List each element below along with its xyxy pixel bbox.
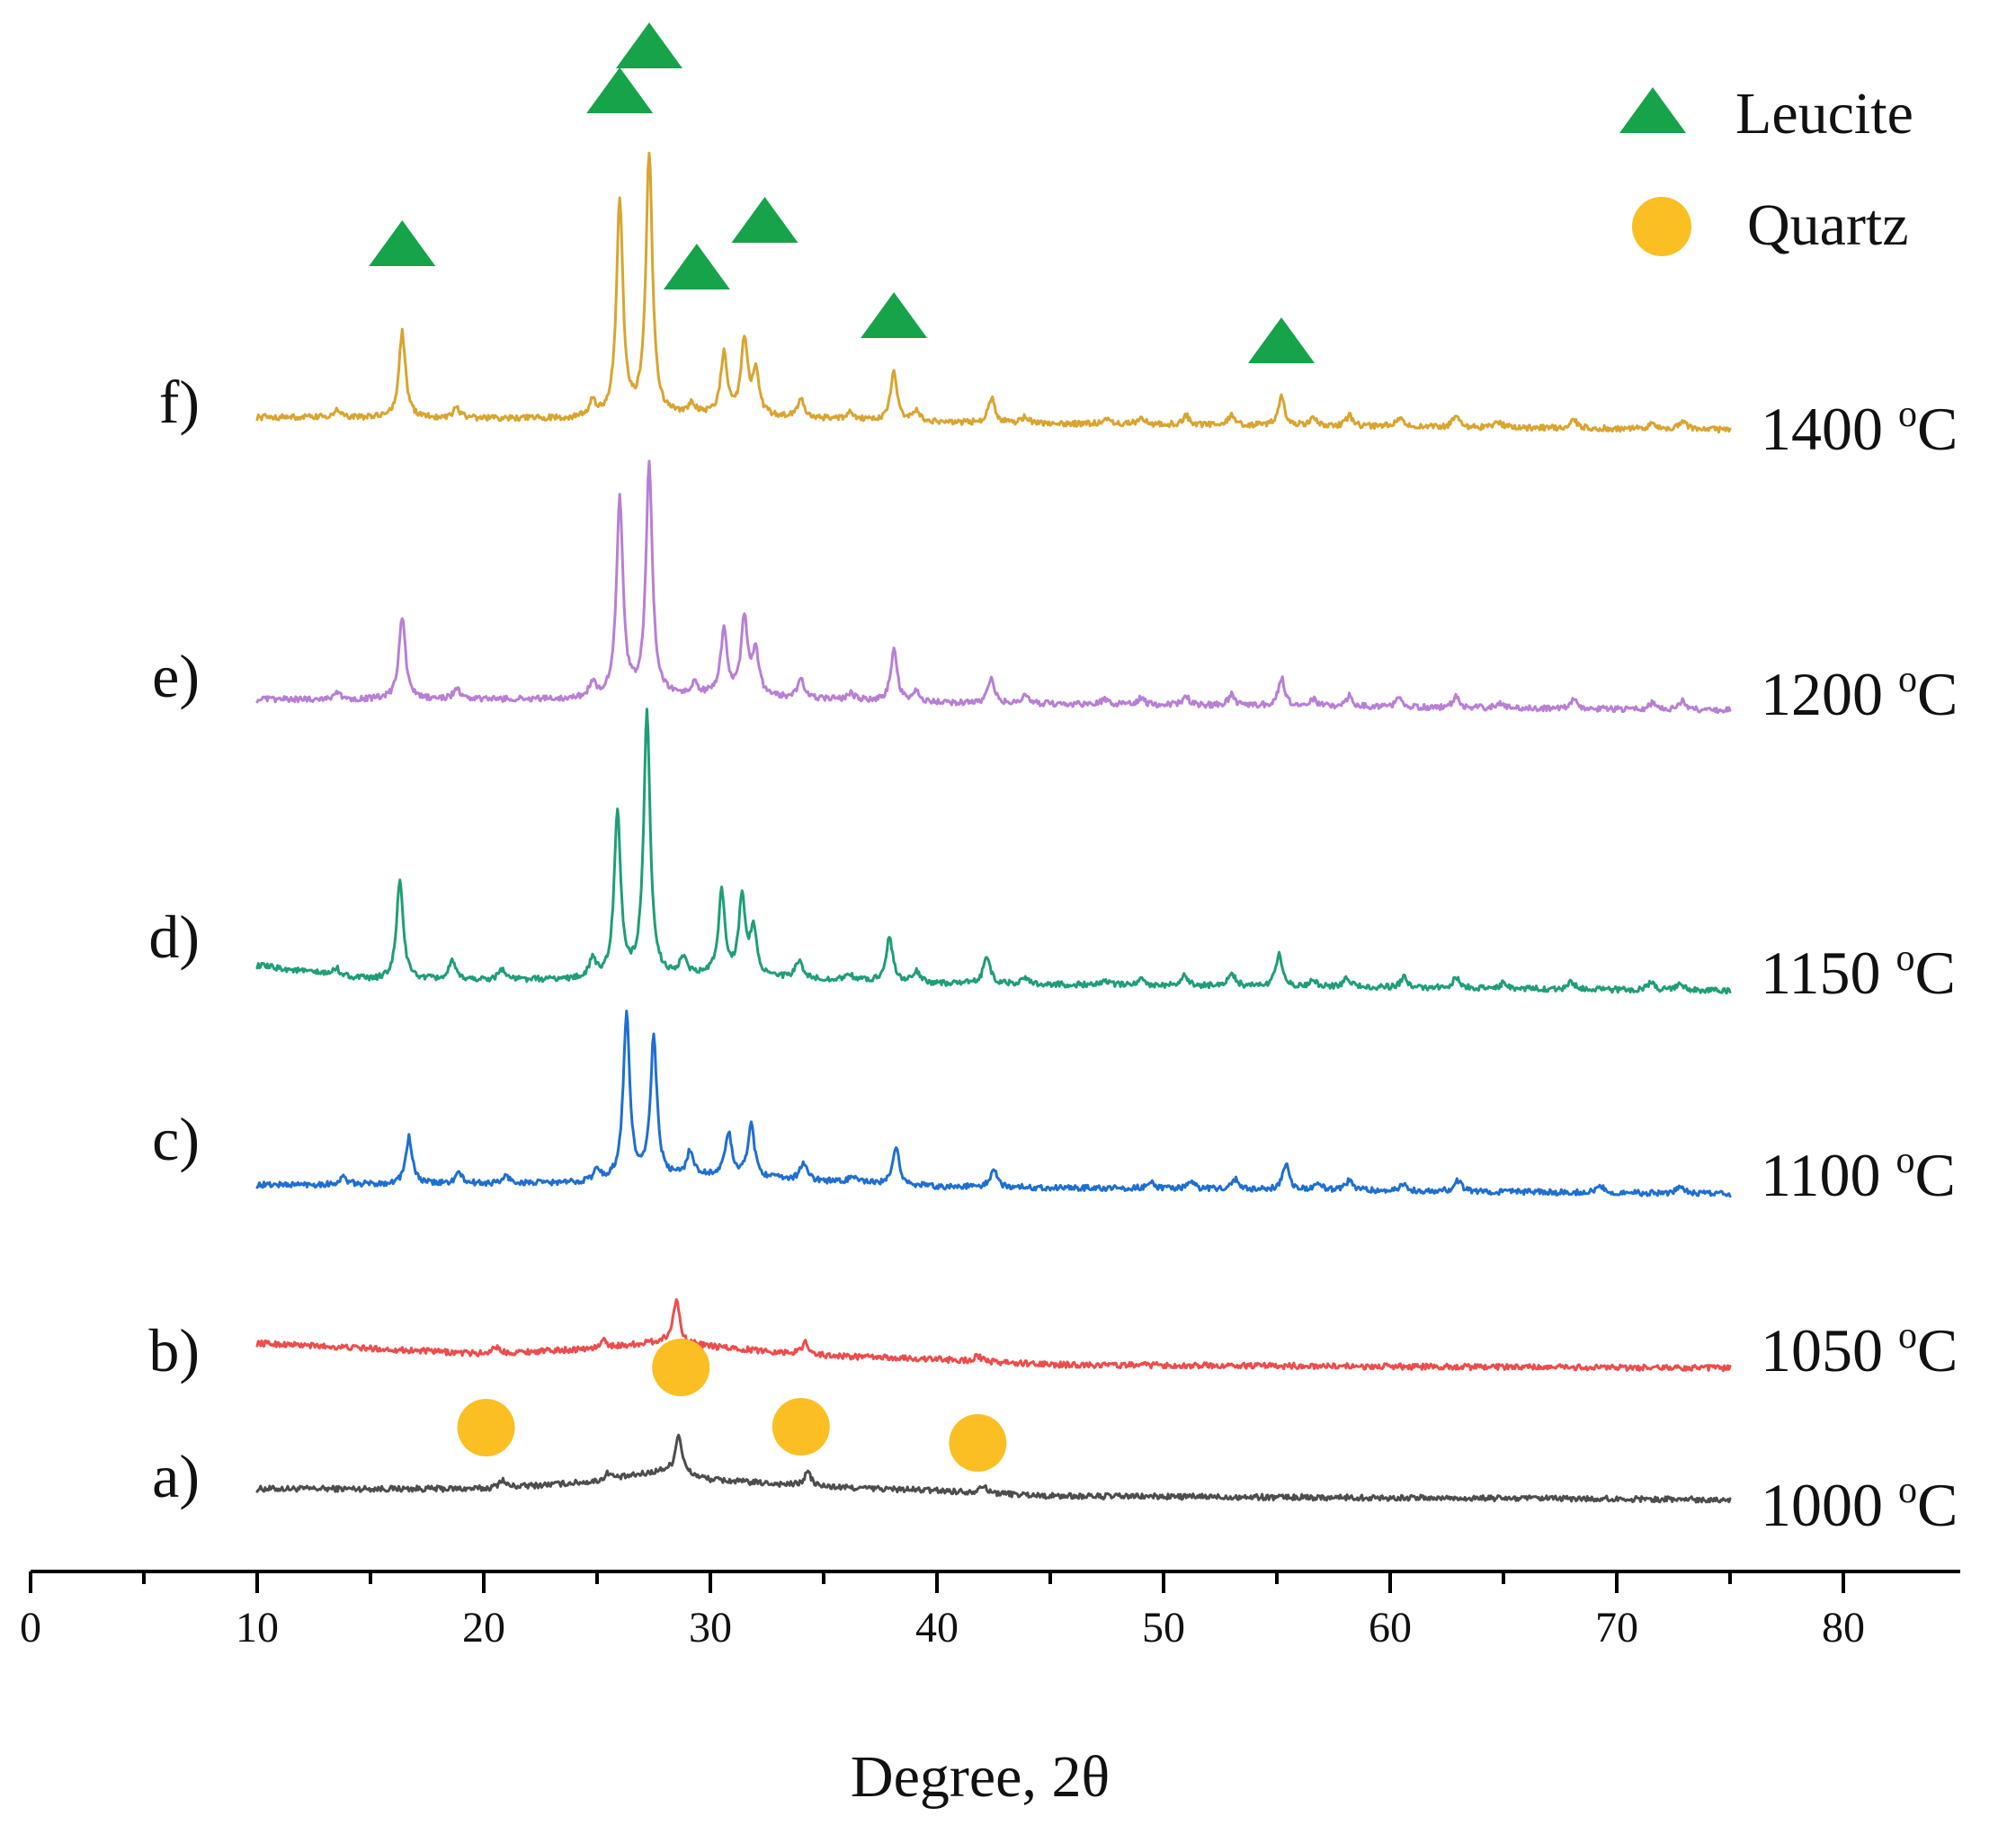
series-label-a: a): [152, 1442, 200, 1510]
x-tick-label: 20: [462, 1604, 505, 1651]
series-label-e: e): [152, 642, 200, 710]
series-labels: a) 1000 oC b) 1050 oC c) 1100 oC d) 1150 oC e) 12…: [148, 368, 1958, 1539]
legend-leucite-marker: [1619, 87, 1686, 133]
temperature-label-b: 1050 oC: [1761, 1315, 1958, 1384]
legend: Leucite Quartz: [1619, 81, 1913, 258]
leucite-marker: [731, 197, 798, 243]
temperature-label-d: 1150 oC: [1761, 938, 1956, 1007]
x-tick-label: 50: [1142, 1604, 1185, 1651]
x-axis: 0 10 20 30 40 50 60 70 80 Degree, 2θ: [20, 1570, 1960, 1810]
leucite-marker: [663, 244, 730, 289]
leucite-marker: [586, 67, 654, 113]
temperature-label-f: 1400 oC: [1761, 394, 1958, 463]
phase-markers: [369, 22, 1316, 1472]
temperature-label-e: 1200 oC: [1761, 659, 1958, 728]
series-label-c: c): [152, 1105, 200, 1173]
leucite-marker: [861, 292, 928, 338]
x-axis-ticks: 0 10 20 30 40 50 60 70 80: [20, 1571, 1865, 1651]
leucite-marker: [615, 22, 682, 68]
xrd-traces: [255, 151, 1732, 1504]
x-axis-title: Degree, 2θ: [851, 1744, 1110, 1810]
x-tick-label: 40: [915, 1604, 959, 1651]
trace-e: [255, 459, 1732, 715]
trace-c: [255, 1010, 1732, 1198]
trace-a: [255, 1433, 1732, 1504]
temperature-label-a: 1000 oC: [1761, 1470, 1958, 1539]
x-tick-label: 30: [689, 1604, 732, 1651]
temperature-label-c: 1100 oC: [1761, 1140, 1956, 1209]
legend-quartz-marker: [1632, 197, 1691, 256]
x-tick-label: 70: [1595, 1604, 1638, 1651]
trace-f: [255, 151, 1732, 434]
series-label-b: b): [148, 1316, 200, 1384]
leucite-marker: [1248, 317, 1316, 363]
x-tick-label: 10: [236, 1604, 279, 1651]
trace-d: [255, 708, 1732, 995]
quartz-marker: [772, 1398, 830, 1456]
quartz-marker: [949, 1414, 1007, 1472]
series-label-f: f): [159, 368, 200, 436]
x-tick-label: 80: [1822, 1604, 1865, 1651]
quartz-marker: [457, 1399, 515, 1456]
x-tick-label: 60: [1369, 1604, 1412, 1651]
legend-quartz-label: Quartz: [1747, 192, 1909, 258]
leucite-marker: [369, 220, 436, 266]
x-tick-label: 0: [20, 1604, 41, 1651]
quartz-marker: [652, 1339, 710, 1396]
series-label-d: d): [148, 903, 200, 971]
legend-leucite-label: Leucite: [1735, 81, 1913, 147]
trace-b: [255, 1298, 1732, 1373]
